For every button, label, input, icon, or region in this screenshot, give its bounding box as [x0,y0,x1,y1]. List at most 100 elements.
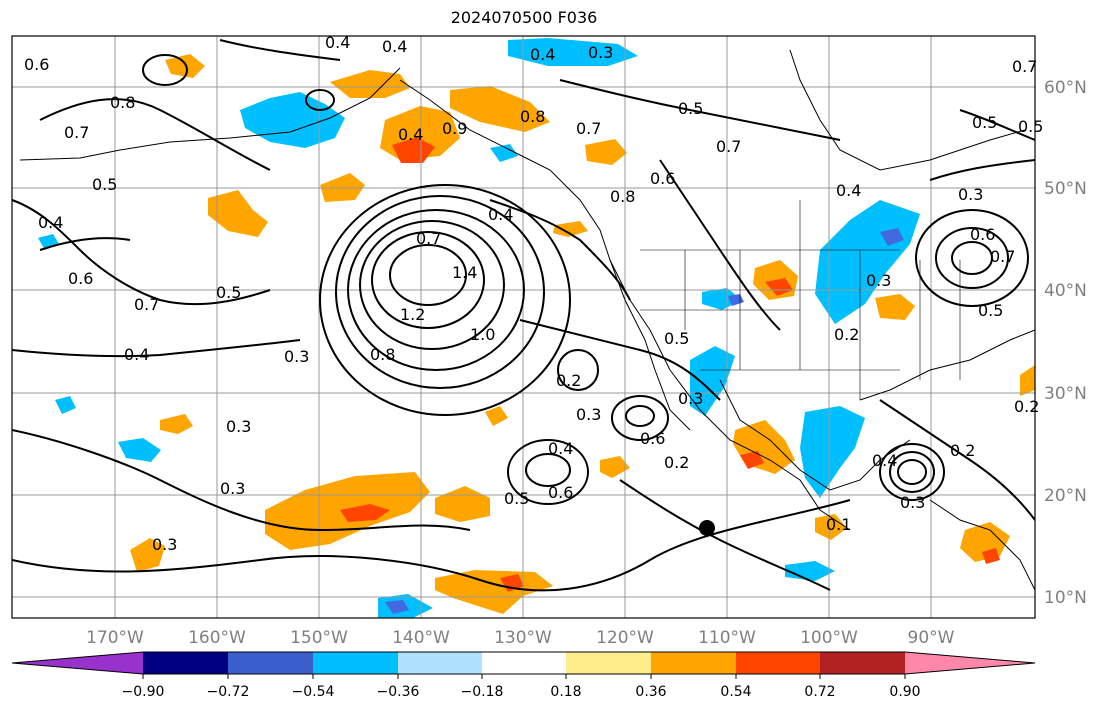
shade-orange [585,139,627,165]
contour-label: 0.3 [958,185,983,204]
map-title: 2024070500 F036 [450,8,598,27]
contour-label: 0.3 [900,493,925,512]
contour-label: 0.4 [530,45,555,64]
contour-label: 0.5 [678,99,703,118]
contour-label: 0.8 [610,187,635,206]
longitude-tick-label: 100°W [800,628,858,648]
colorbar-segment [313,652,398,674]
shaded-regions [38,38,1035,618]
contour-label: 0.5 [972,113,997,132]
shade-orange [450,86,550,132]
latitude-tick-label: 50°N [1044,179,1087,199]
longitude-tick-label: 140°W [392,628,450,648]
contour-label: 0.3 [226,417,251,436]
contour-label: 0.2 [556,371,581,390]
shade-orange [130,538,165,572]
shade-deep-sky-blue [55,396,76,414]
contour-label: 0.9 [442,119,467,138]
shade-orange [1020,365,1035,396]
shade-orange [330,70,410,98]
colorbar-tick-label: −0.54 [292,684,335,700]
contour-label: 0.4 [382,37,407,56]
contour-label: 0.3 [576,405,601,424]
colorbar-segment [820,652,905,674]
contour-label: 1.0 [470,325,495,344]
colorbar-segment [736,652,820,674]
longitude-tick-label: 110°W [698,628,756,648]
contour-label: 0.8 [370,345,395,364]
shade-orange [485,406,508,426]
contour-label: 0.4 [836,181,861,200]
storm-center-marker [699,520,715,536]
colorbar-segment [651,652,736,674]
contour-label: 0.4 [124,345,149,364]
shade-red-orange [765,278,793,296]
colorbar-segment [482,652,566,674]
colorbar-tick-label: 0.90 [889,684,920,700]
colorbar: −0.90 −0.72 −0.54 −0.36 −0.18 0.18 0.36 … [11,651,1036,700]
shade-orange [600,456,630,478]
contour-label: 1.4 [452,263,477,282]
contour-label: 0.5 [978,301,1003,320]
colorbar-ticks [142,674,906,679]
contour-label: 0.6 [640,429,665,448]
longitude-tick-label: 170°W [86,628,144,648]
colorbar-tick-label: 0.36 [635,684,666,700]
colorbar-segment [143,652,228,674]
contour-label: 0.3 [220,479,245,498]
longitude-tick-label: 160°W [188,628,246,648]
longitude-tick-label: 90°W [908,628,955,648]
latitude-tick-label: 60°N [1044,78,1087,98]
contour-label: 0.7 [576,119,601,138]
shade-orange [815,514,847,540]
contour-label: 0.7 [716,137,741,156]
colorbar-segment [228,652,313,674]
shade-deep-sky-blue [690,346,735,416]
shade-royal-blue [880,228,904,246]
contour-label: 0.3 [152,535,177,554]
contour-label: 0.4 [488,205,513,224]
colorbar-tick-label: −0.90 [122,684,165,700]
contour-label: 0.5 [504,489,529,508]
contour-label: 0.3 [284,347,309,366]
contour-label: 0.4 [38,213,63,232]
colorbar-tick-label: −0.36 [377,684,420,700]
latitude-axis: 60°N 50°N 40°N 30°N 20°N 10°N [1044,78,1087,608]
contour-label: 0.2 [1014,397,1039,416]
colorbar-tick-label: 0.18 [550,684,581,700]
contour-label: 0.5 [92,175,117,194]
contour-label: 0.8 [110,93,135,112]
shade-red-orange [740,451,764,469]
contour-label: 0.4 [548,439,573,458]
contour-label: 0.8 [520,107,545,126]
contour-label: 0.5 [216,283,241,302]
contour-label: 0.7 [64,123,89,142]
colorbar-segment [398,652,482,674]
latitude-tick-label: 10°N [1044,588,1087,608]
contour-label: 0.7 [416,229,441,248]
contour-label: 0.4 [398,125,423,144]
contour-label: 0.4 [325,33,350,52]
contour-label: 0.6 [24,55,49,74]
map-frame [11,35,1036,619]
contour-label: 1.2 [400,305,425,324]
shade-deep-sky-blue [118,438,161,462]
shade-red-orange [392,137,435,163]
contour-label: 0.6 [548,483,573,502]
longitude-tick-label: 150°W [290,628,348,648]
shade-deep-sky-blue [490,144,518,162]
shade-orange [165,54,205,78]
latitude-tick-label: 20°N [1044,486,1087,506]
contour-label: 0.3 [588,43,613,62]
latitude-tick-label: 40°N [1044,281,1087,301]
contour-lines [12,39,1035,592]
shade-deep-sky-blue [800,406,865,498]
shade-deep-sky-blue [508,38,638,66]
colorbar-tick-label: 0.72 [804,684,835,700]
colorbar-segment [905,652,1035,674]
colorbar-segment [566,652,651,674]
colorbar-tick-label: −0.72 [207,684,250,700]
contour-label: 0.4 [872,451,897,470]
contour-label: 0.3 [678,389,703,408]
